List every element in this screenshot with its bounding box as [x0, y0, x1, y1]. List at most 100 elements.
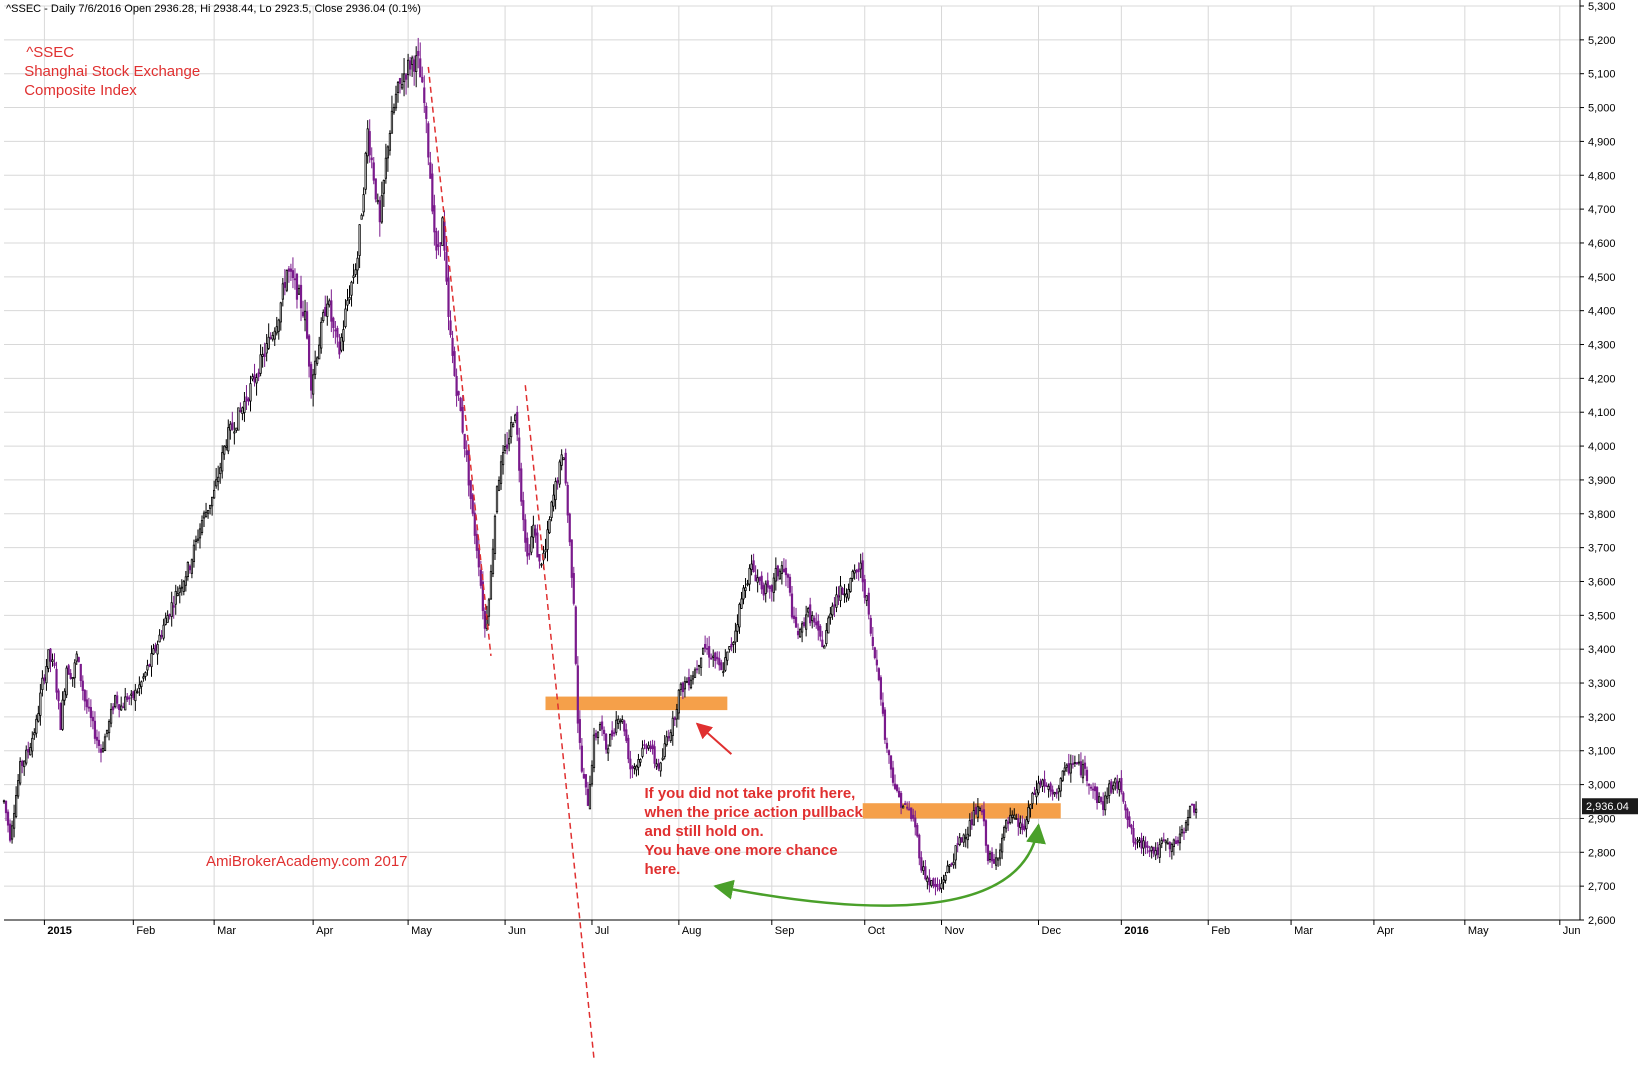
candle-up	[354, 269, 357, 275]
candle-down	[1174, 840, 1178, 844]
y-tick-label: 3,300	[1588, 678, 1616, 690]
candle-down	[1021, 823, 1024, 830]
candle-up	[360, 214, 363, 220]
candle-up	[661, 757, 664, 760]
candle-down	[873, 647, 876, 659]
y-tick-label: 3,800	[1588, 509, 1616, 521]
candle-down	[982, 809, 986, 822]
candle-down	[81, 680, 84, 691]
candle-down	[704, 643, 707, 649]
candle-up	[176, 593, 179, 596]
candle-up	[303, 310, 307, 321]
candle-down	[566, 484, 569, 516]
candle-up	[512, 423, 515, 428]
candle-up	[1073, 762, 1076, 764]
candle-up	[532, 524, 535, 538]
y-tick-label: 2,700	[1588, 881, 1616, 893]
candle-up	[1154, 850, 1157, 856]
candle-up	[514, 414, 517, 421]
candle-down	[413, 59, 416, 72]
candle-up	[400, 84, 404, 89]
candle-down	[687, 677, 691, 686]
candle-up	[588, 784, 592, 810]
candle-down	[1089, 786, 1093, 789]
candle-up	[978, 807, 982, 811]
y-tick-label: 5,000	[1588, 103, 1616, 115]
candle-up	[415, 55, 418, 73]
candle-down	[766, 580, 769, 588]
candle-up	[554, 481, 557, 501]
x-tick-label: Jun	[1563, 925, 1581, 937]
candle-up	[124, 696, 127, 711]
candle-down	[4, 800, 8, 814]
candle-down	[970, 819, 973, 826]
candle-down	[21, 760, 24, 766]
candle-down	[99, 748, 103, 753]
candle-up	[144, 672, 147, 677]
candle-down	[429, 162, 432, 179]
candle-down	[471, 494, 474, 514]
candle-down	[49, 648, 52, 662]
candle-down	[912, 814, 915, 819]
candle-down	[307, 335, 311, 367]
candle-up	[540, 563, 543, 566]
candle-up	[489, 571, 493, 600]
candle-down	[8, 823, 12, 841]
chart-title-symbol: ^SSEC	[26, 44, 74, 61]
candle-up	[316, 357, 319, 364]
y-tick-label: 3,200	[1588, 712, 1616, 724]
candle-up	[691, 675, 695, 680]
x-tick-label: 2016	[1124, 925, 1148, 937]
candle-down	[253, 374, 256, 383]
candle-up	[962, 834, 965, 843]
candle-up	[134, 689, 137, 702]
candle-up	[388, 133, 392, 151]
candle-down	[1093, 786, 1097, 792]
x-tick-label: Aug	[682, 925, 702, 937]
candle-down	[374, 178, 377, 200]
candle-up	[200, 520, 204, 533]
candle-up	[699, 657, 703, 668]
y-tick-label: 4,000	[1588, 441, 1616, 453]
candle-down	[974, 807, 977, 815]
candle-down	[453, 351, 456, 376]
y-tick-label: 4,400	[1588, 306, 1616, 318]
candle-up	[358, 224, 361, 256]
candle-up	[744, 587, 747, 592]
candle-up	[314, 360, 317, 375]
candle-down	[435, 231, 438, 251]
candle-up	[37, 713, 40, 722]
candle-down	[908, 808, 911, 811]
candle-up	[621, 719, 624, 723]
candle-up	[619, 720, 622, 723]
candle-down	[980, 810, 984, 813]
candle-down	[526, 537, 529, 557]
candle-up	[202, 512, 206, 519]
candle-down	[524, 519, 527, 543]
candle-down	[469, 480, 472, 499]
candle-down	[833, 604, 836, 607]
candle-down	[857, 568, 860, 573]
candle-up	[277, 319, 280, 332]
candle-down	[920, 857, 923, 871]
candle-up	[208, 504, 212, 509]
candle-up	[101, 747, 105, 752]
candle-up	[1025, 819, 1028, 830]
candle-up	[2, 800, 6, 803]
candle-up	[362, 194, 365, 213]
candle-down	[1007, 821, 1010, 825]
candle-down	[1045, 785, 1048, 788]
candle-down	[263, 353, 266, 357]
candle-down	[1156, 847, 1159, 855]
candle-down	[1146, 845, 1149, 849]
candle-down	[1134, 841, 1137, 845]
candle-up	[340, 336, 343, 351]
candle-down	[427, 123, 430, 158]
support-zone-band	[545, 696, 728, 711]
candle-up	[740, 598, 743, 609]
candle-down	[895, 784, 899, 791]
candle-up	[665, 736, 668, 746]
candle-up	[1065, 764, 1068, 768]
candle-down	[293, 278, 297, 281]
candle-down	[657, 763, 660, 769]
